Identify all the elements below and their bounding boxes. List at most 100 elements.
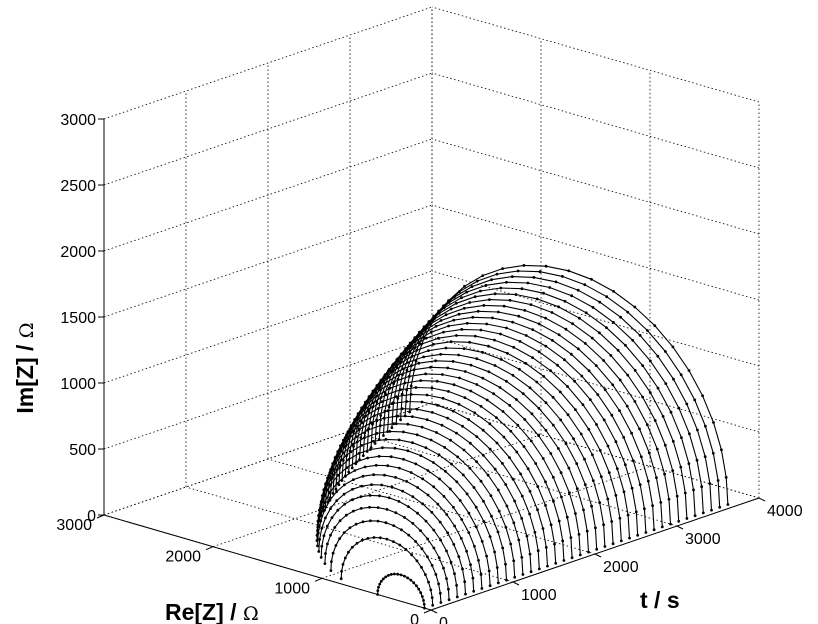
data-point <box>595 423 598 426</box>
data-point <box>495 566 499 569</box>
data-point <box>435 379 439 383</box>
data-point <box>412 581 416 585</box>
data-point <box>331 551 335 555</box>
data-point <box>490 514 493 518</box>
data-point <box>375 418 378 422</box>
data-point <box>336 473 340 477</box>
data-point <box>591 306 595 309</box>
data-point <box>469 389 473 393</box>
data-point <box>372 439 375 443</box>
data-point <box>481 351 484 354</box>
data-point <box>630 431 633 435</box>
data-point <box>452 543 456 546</box>
data-point <box>402 457 405 461</box>
data-point <box>470 285 474 288</box>
data-point <box>480 540 484 543</box>
x-tick <box>512 581 520 586</box>
data-point <box>410 364 413 367</box>
data-point <box>343 483 346 487</box>
spectrum-line <box>382 299 680 522</box>
data-point <box>447 324 450 328</box>
data-point <box>496 581 500 585</box>
data-point <box>544 401 548 405</box>
data-point <box>663 472 666 476</box>
data-point <box>321 498 324 501</box>
data-point <box>340 569 343 573</box>
data-point <box>437 453 441 457</box>
data-point <box>398 466 401 470</box>
data-point <box>355 541 359 545</box>
data-point <box>614 494 618 497</box>
data-point <box>537 322 541 326</box>
data-point <box>511 477 515 481</box>
data-point <box>605 295 609 299</box>
data-point <box>420 425 424 429</box>
data-point <box>457 402 461 406</box>
data-point <box>388 430 392 433</box>
data-point <box>465 290 469 294</box>
data-point <box>499 332 502 336</box>
data-point <box>340 479 344 482</box>
data-point <box>488 447 492 451</box>
data-point <box>568 491 571 495</box>
data-point <box>468 466 472 470</box>
data-point <box>554 561 558 565</box>
data-point <box>413 346 417 350</box>
data-point <box>479 479 483 483</box>
data-point <box>488 422 492 426</box>
data-point <box>350 466 354 470</box>
data-point <box>520 287 524 291</box>
data-point <box>425 418 429 422</box>
data-point <box>726 503 730 506</box>
data-point <box>326 500 330 504</box>
data-point <box>680 436 683 439</box>
z-tick-label: 2500 <box>60 178 96 195</box>
data-point <box>351 498 354 502</box>
spectrum-line <box>324 506 450 600</box>
data-point <box>417 587 421 591</box>
data-point <box>569 536 573 539</box>
data-point <box>551 395 555 399</box>
x-tick <box>430 609 438 614</box>
data-point <box>482 499 485 503</box>
data-point <box>693 398 697 402</box>
data-point <box>415 584 418 588</box>
data-point <box>558 390 562 394</box>
data-point <box>544 480 547 484</box>
data-point <box>392 382 395 386</box>
data-point <box>447 299 450 302</box>
data-point <box>579 432 583 436</box>
data-point <box>475 279 479 283</box>
data-point <box>403 516 406 519</box>
data-point <box>487 370 491 374</box>
data-point <box>347 550 350 554</box>
data-point <box>529 303 533 306</box>
data-point <box>315 534 319 537</box>
data-point <box>361 474 365 478</box>
data-point <box>502 304 506 308</box>
data-point <box>556 363 559 367</box>
data-point <box>493 364 497 367</box>
data-point <box>330 516 334 519</box>
data-point <box>387 386 391 390</box>
data-point <box>672 377 675 381</box>
data-point <box>444 469 447 473</box>
data-point <box>461 424 464 428</box>
data-point <box>408 351 412 354</box>
data-point <box>438 520 442 524</box>
data-point <box>430 386 434 390</box>
data-point <box>424 372 427 376</box>
data-point <box>512 345 516 349</box>
data-point <box>354 462 358 466</box>
data-point <box>451 360 455 363</box>
data-point <box>441 373 444 376</box>
data-point <box>463 284 466 288</box>
data-point <box>433 316 437 320</box>
grid-line <box>321 465 651 579</box>
data-point <box>399 573 403 577</box>
data-point <box>423 326 427 330</box>
data-point <box>363 431 367 435</box>
data-point <box>482 520 486 523</box>
data-point <box>481 428 485 432</box>
data-point <box>669 410 673 414</box>
